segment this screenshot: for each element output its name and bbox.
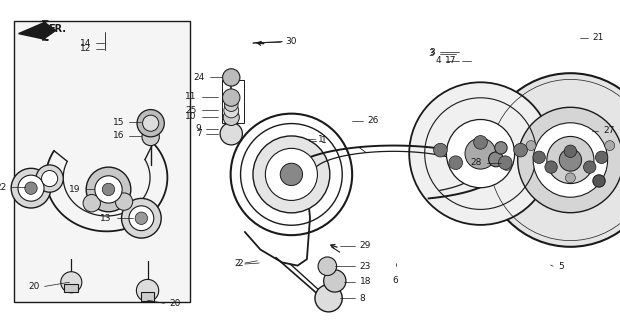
Ellipse shape: [224, 98, 238, 111]
Ellipse shape: [36, 165, 63, 192]
Ellipse shape: [446, 119, 515, 188]
Text: 22: 22: [0, 183, 6, 192]
Text: 25: 25: [185, 106, 197, 115]
Ellipse shape: [495, 142, 507, 154]
Bar: [222, 80, 244, 123]
Text: 24: 24: [193, 73, 205, 82]
Ellipse shape: [595, 151, 608, 164]
Ellipse shape: [564, 145, 577, 157]
Text: 26: 26: [368, 116, 379, 125]
Text: 4: 4: [436, 56, 441, 65]
Ellipse shape: [129, 206, 154, 231]
Ellipse shape: [83, 195, 100, 212]
Ellipse shape: [265, 148, 317, 200]
Text: 2: 2: [234, 260, 240, 268]
Ellipse shape: [315, 284, 342, 312]
Bar: [64, 284, 78, 292]
Ellipse shape: [514, 143, 528, 157]
Text: 17: 17: [445, 56, 457, 65]
Ellipse shape: [95, 176, 122, 203]
Ellipse shape: [142, 128, 159, 146]
Ellipse shape: [526, 140, 536, 150]
Text: 29: 29: [360, 241, 371, 250]
Ellipse shape: [115, 193, 133, 210]
Text: 10: 10: [185, 112, 197, 121]
Ellipse shape: [502, 161, 512, 171]
Ellipse shape: [604, 140, 614, 150]
Ellipse shape: [137, 109, 164, 137]
Text: 19: 19: [69, 185, 81, 194]
Ellipse shape: [547, 136, 594, 184]
Ellipse shape: [474, 136, 487, 149]
Ellipse shape: [223, 69, 240, 86]
Ellipse shape: [86, 167, 131, 212]
Ellipse shape: [18, 175, 44, 201]
Text: 3: 3: [430, 48, 435, 57]
Text: 14: 14: [80, 39, 91, 48]
Ellipse shape: [223, 109, 239, 125]
Text: 1: 1: [318, 135, 324, 144]
Ellipse shape: [122, 198, 161, 238]
Ellipse shape: [489, 152, 503, 167]
Text: 16: 16: [112, 132, 124, 140]
Text: 9: 9: [196, 124, 202, 133]
Text: 1: 1: [321, 136, 327, 145]
Ellipse shape: [253, 136, 330, 213]
Ellipse shape: [220, 123, 242, 145]
Text: 30: 30: [285, 37, 297, 46]
Ellipse shape: [449, 156, 463, 170]
Ellipse shape: [583, 161, 596, 173]
Ellipse shape: [143, 115, 159, 131]
Ellipse shape: [465, 138, 496, 169]
Ellipse shape: [565, 173, 575, 183]
Text: 20: 20: [169, 299, 180, 308]
Text: 8: 8: [360, 294, 365, 303]
Ellipse shape: [533, 123, 608, 197]
Ellipse shape: [518, 107, 620, 213]
Text: 5: 5: [558, 262, 564, 271]
Ellipse shape: [559, 149, 582, 171]
Bar: [141, 292, 154, 301]
Ellipse shape: [324, 270, 346, 292]
Ellipse shape: [484, 73, 620, 247]
Ellipse shape: [533, 151, 546, 164]
Text: 11: 11: [185, 92, 197, 101]
Ellipse shape: [280, 163, 303, 186]
Text: 7: 7: [196, 129, 202, 138]
Ellipse shape: [136, 279, 159, 302]
Ellipse shape: [25, 182, 37, 194]
Text: 21: 21: [593, 33, 604, 42]
Text: 28: 28: [471, 158, 482, 167]
Ellipse shape: [61, 272, 82, 293]
Text: 20: 20: [29, 282, 40, 291]
Ellipse shape: [545, 161, 557, 173]
Text: 27: 27: [603, 126, 614, 135]
Text: 6: 6: [392, 276, 399, 285]
Ellipse shape: [224, 103, 239, 118]
Text: 23: 23: [360, 262, 371, 271]
Ellipse shape: [102, 183, 115, 196]
Ellipse shape: [11, 168, 51, 208]
Ellipse shape: [409, 82, 552, 225]
Bar: [14, 21, 190, 302]
Ellipse shape: [42, 171, 58, 187]
Ellipse shape: [593, 175, 605, 187]
Polygon shape: [19, 21, 56, 40]
Ellipse shape: [498, 156, 512, 170]
Text: 13: 13: [100, 214, 112, 223]
Text: 12: 12: [80, 44, 91, 53]
Ellipse shape: [433, 143, 447, 157]
Text: 2: 2: [237, 260, 244, 268]
Text: 15: 15: [112, 118, 124, 127]
Ellipse shape: [318, 257, 337, 276]
Ellipse shape: [223, 89, 240, 106]
Ellipse shape: [135, 212, 148, 224]
Text: 3: 3: [428, 49, 434, 58]
Text: 18: 18: [360, 277, 371, 286]
Text: FR.: FR.: [48, 24, 66, 35]
